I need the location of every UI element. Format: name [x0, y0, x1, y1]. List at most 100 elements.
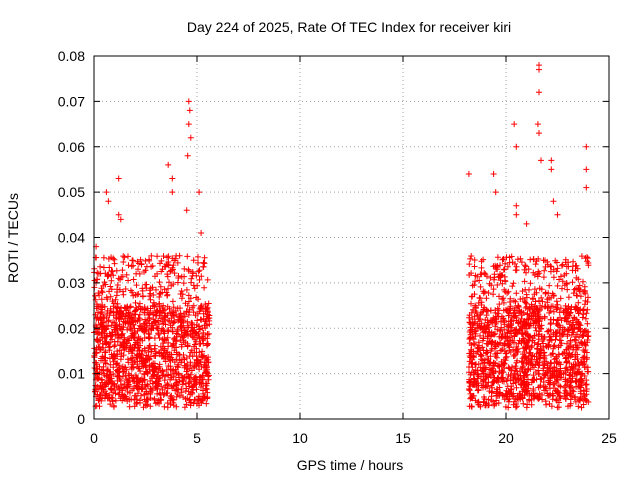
- data-point: [512, 363, 519, 370]
- data-point: [524, 401, 531, 408]
- data-point: [157, 283, 164, 290]
- data-point: [542, 257, 548, 264]
- data-point: [582, 342, 589, 349]
- data-point: [492, 309, 499, 316]
- data-point: [548, 403, 555, 410]
- data-point: [478, 373, 484, 380]
- data-point: [564, 340, 570, 347]
- data-point: [122, 305, 129, 312]
- data-point: [156, 279, 163, 286]
- data-point: [555, 382, 562, 389]
- data-point: [469, 334, 476, 341]
- data-point: [554, 305, 561, 311]
- data-point: [583, 184, 590, 191]
- data-point: [111, 326, 118, 333]
- data-point: [175, 386, 182, 393]
- data-point: [546, 309, 553, 316]
- data-point: [137, 399, 143, 406]
- data-point: [548, 166, 555, 173]
- data-point: [197, 340, 204, 347]
- data-point: [483, 312, 490, 319]
- data-point: [128, 263, 135, 270]
- data-point: [124, 383, 131, 390]
- data-point: [568, 378, 575, 385]
- data-point: [152, 348, 159, 355]
- data-point: [505, 404, 512, 411]
- data-point: [574, 356, 581, 362]
- data-point: [183, 207, 190, 214]
- data-point: [467, 321, 474, 327]
- data-point: [553, 298, 560, 305]
- data-point: [529, 337, 536, 344]
- data-point: [486, 280, 493, 287]
- data-point: [548, 316, 554, 323]
- data-point: [549, 371, 556, 378]
- data-point: [544, 261, 551, 268]
- data-point: [497, 340, 504, 347]
- data-point: [543, 343, 550, 350]
- data-point: [133, 282, 140, 289]
- data-point: [490, 362, 497, 369]
- data-point: [158, 257, 165, 264]
- data-point: [544, 342, 551, 349]
- data-point: [170, 281, 177, 288]
- data-point: [192, 330, 198, 337]
- data-point: [471, 257, 478, 263]
- data-point: [162, 312, 169, 319]
- data-point: [525, 343, 532, 350]
- data-point: [115, 384, 122, 391]
- data-point: [568, 304, 575, 311]
- data-point: [504, 263, 511, 270]
- data-point: [565, 318, 572, 325]
- data-point: [129, 361, 136, 368]
- data-point: [148, 320, 155, 327]
- data-point: [128, 355, 134, 362]
- data-point: [157, 343, 164, 350]
- data-point: [164, 303, 171, 310]
- data-point: [108, 277, 115, 284]
- data-point: [481, 394, 487, 400]
- data-point: [124, 317, 131, 324]
- data-point: [166, 318, 173, 325]
- data-point: [158, 396, 165, 403]
- data-point: [131, 392, 138, 399]
- data-point: [532, 324, 539, 331]
- data-point: [136, 311, 143, 318]
- data-point: [165, 285, 171, 292]
- data-point: [129, 289, 136, 296]
- data-point: [142, 398, 149, 405]
- data-point: [583, 143, 590, 150]
- data-point: [136, 377, 143, 384]
- data-point: [204, 340, 211, 347]
- data-point: [156, 374, 163, 381]
- data-point: [151, 396, 158, 403]
- data-point: [163, 289, 170, 296]
- data-point: [146, 314, 153, 321]
- data-point: [567, 342, 574, 349]
- data-point: [196, 267, 203, 274]
- data-point: [577, 390, 584, 397]
- data-point: [137, 342, 143, 349]
- data-point: [203, 385, 210, 392]
- data-point: [540, 274, 547, 281]
- data-point: [513, 359, 520, 366]
- data-point: [565, 263, 572, 270]
- data-point: [118, 353, 125, 360]
- data-point: [541, 352, 548, 359]
- data-point: [511, 371, 518, 378]
- data-point: [526, 397, 533, 404]
- data-point: [114, 286, 121, 293]
- data-point: [477, 332, 483, 339]
- data-point: [571, 336, 578, 343]
- data-point: [198, 384, 204, 390]
- data-point: [581, 391, 588, 398]
- data-point: [546, 379, 553, 386]
- data-point: [547, 374, 554, 381]
- data-point: [162, 373, 169, 380]
- data-point: [477, 351, 484, 358]
- data-point: [473, 380, 480, 387]
- data-point: [119, 267, 126, 274]
- data-point: [520, 400, 527, 407]
- data-point: [537, 375, 544, 382]
- data-point: [502, 288, 509, 295]
